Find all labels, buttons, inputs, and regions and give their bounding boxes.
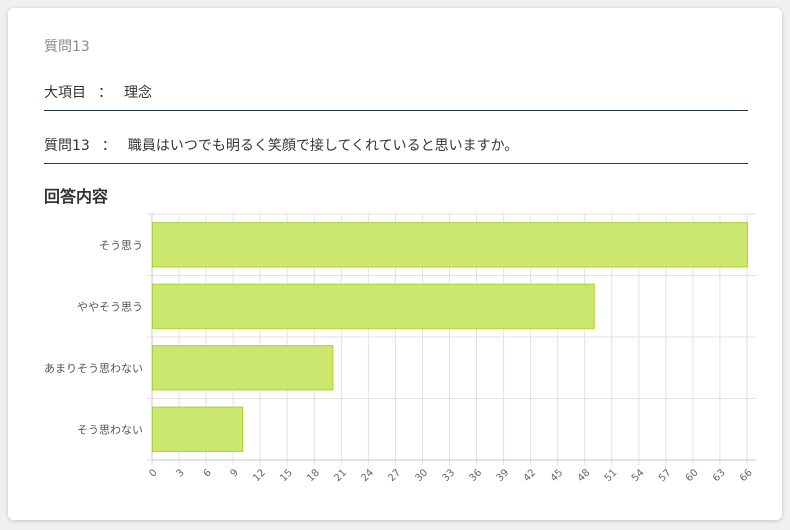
x-tick-label: 45	[549, 467, 566, 484]
x-tick-label: 27	[386, 467, 403, 484]
x-tick-label: 0	[147, 467, 159, 479]
x-tick-label: 36	[468, 467, 485, 484]
bar	[152, 283, 595, 329]
section-title: 回答内容	[44, 187, 109, 206]
x-tick-label: 60	[684, 467, 701, 484]
x-tick-label: 42	[522, 467, 539, 484]
question-separator: ：	[101, 138, 116, 154]
x-tick-label: 63	[711, 467, 728, 484]
x-tick-label: 21	[332, 467, 349, 484]
question-number: 質問13	[44, 39, 90, 55]
category-row: 大項目 ： 理念	[44, 82, 748, 111]
question-label: 質問13	[44, 138, 90, 154]
category-value: 理念	[124, 85, 152, 101]
category-label: ややそう思う	[77, 300, 143, 313]
category-label: そう思う	[99, 239, 143, 252]
category-label: あまりそう思わない	[44, 362, 143, 375]
x-tick-label: 15	[278, 467, 295, 484]
category-label: 大項目	[44, 85, 86, 101]
x-tick-label: 12	[251, 467, 268, 484]
x-tick-label: 33	[440, 467, 457, 484]
x-tick-label: 66	[738, 467, 755, 484]
x-tick-label: 18	[305, 467, 322, 484]
x-tick-label: 51	[603, 467, 620, 484]
question-row: 質問13 ： 職員はいつでも明るく笑顔で接してくれていると思いますか。	[44, 135, 748, 164]
bar	[152, 345, 334, 391]
bar	[152, 406, 244, 452]
x-tick-label: 3	[175, 467, 187, 479]
x-tick-label: 48	[576, 467, 593, 484]
question-text: 職員はいつでも明るく笑顔で接してくれていると思いますか。	[127, 138, 519, 154]
category-label: そう思わない	[77, 423, 143, 436]
x-tick-label: 24	[359, 467, 376, 484]
x-tick-label: 30	[413, 467, 430, 484]
category-separator: ：	[98, 85, 112, 101]
x-tick-label: 6	[202, 467, 214, 479]
x-tick-label: 57	[657, 467, 674, 484]
bar	[152, 222, 748, 268]
x-tick-label: 39	[495, 467, 512, 484]
x-tick-label: 54	[630, 467, 647, 484]
x-tick-label: 9	[229, 467, 241, 479]
question-card: 質問13 大項目 ： 理念 質問13 ： 職員はいつでも明るく笑顔で接してくれていると思…	[8, 8, 782, 520]
